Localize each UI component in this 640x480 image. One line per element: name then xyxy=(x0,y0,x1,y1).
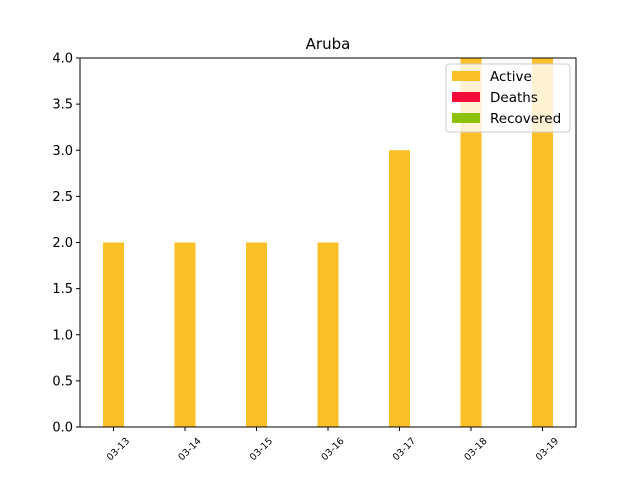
bar-active-03-18 xyxy=(460,58,482,427)
plot-frame xyxy=(79,57,577,428)
legend-label-active: Active xyxy=(490,69,532,85)
y-tick-label: 2.0 xyxy=(52,236,73,251)
legend: Active Deaths Recovered xyxy=(445,63,571,133)
chart-title: Aruba xyxy=(306,35,351,53)
y-tick-label: 0.5 xyxy=(52,374,73,389)
legend-label-recovered: Recovered xyxy=(490,111,561,127)
bar-active-03-19 xyxy=(532,58,553,427)
bar-active-03-17 xyxy=(389,150,410,427)
bars-group xyxy=(103,58,553,427)
y-axis: 0.0 0.5 1.0 1.5 2.0 2.5 3.0 3.5 4.0 xyxy=(52,52,80,436)
legend-swatch-recovered xyxy=(452,113,480,123)
y-tick-label: 2.5 xyxy=(52,190,73,205)
bar-active-03-16 xyxy=(317,242,339,427)
bar-active-03-15 xyxy=(246,242,267,427)
y-tick-label: 1.5 xyxy=(52,282,73,297)
y-tick-label: 1.0 xyxy=(52,328,73,343)
bar-active-03-14 xyxy=(174,242,196,427)
y-tick-label: 0.0 xyxy=(52,421,73,436)
y-tick-label: 3.5 xyxy=(52,98,73,113)
y-tick-label: 4.0 xyxy=(52,52,73,67)
legend-swatch-active xyxy=(452,71,480,81)
legend-label-deaths: Deaths xyxy=(490,90,538,106)
y-tick-label: 3.0 xyxy=(52,144,73,159)
bar-active-03-13 xyxy=(103,242,124,427)
legend-swatch-deaths xyxy=(452,92,480,102)
